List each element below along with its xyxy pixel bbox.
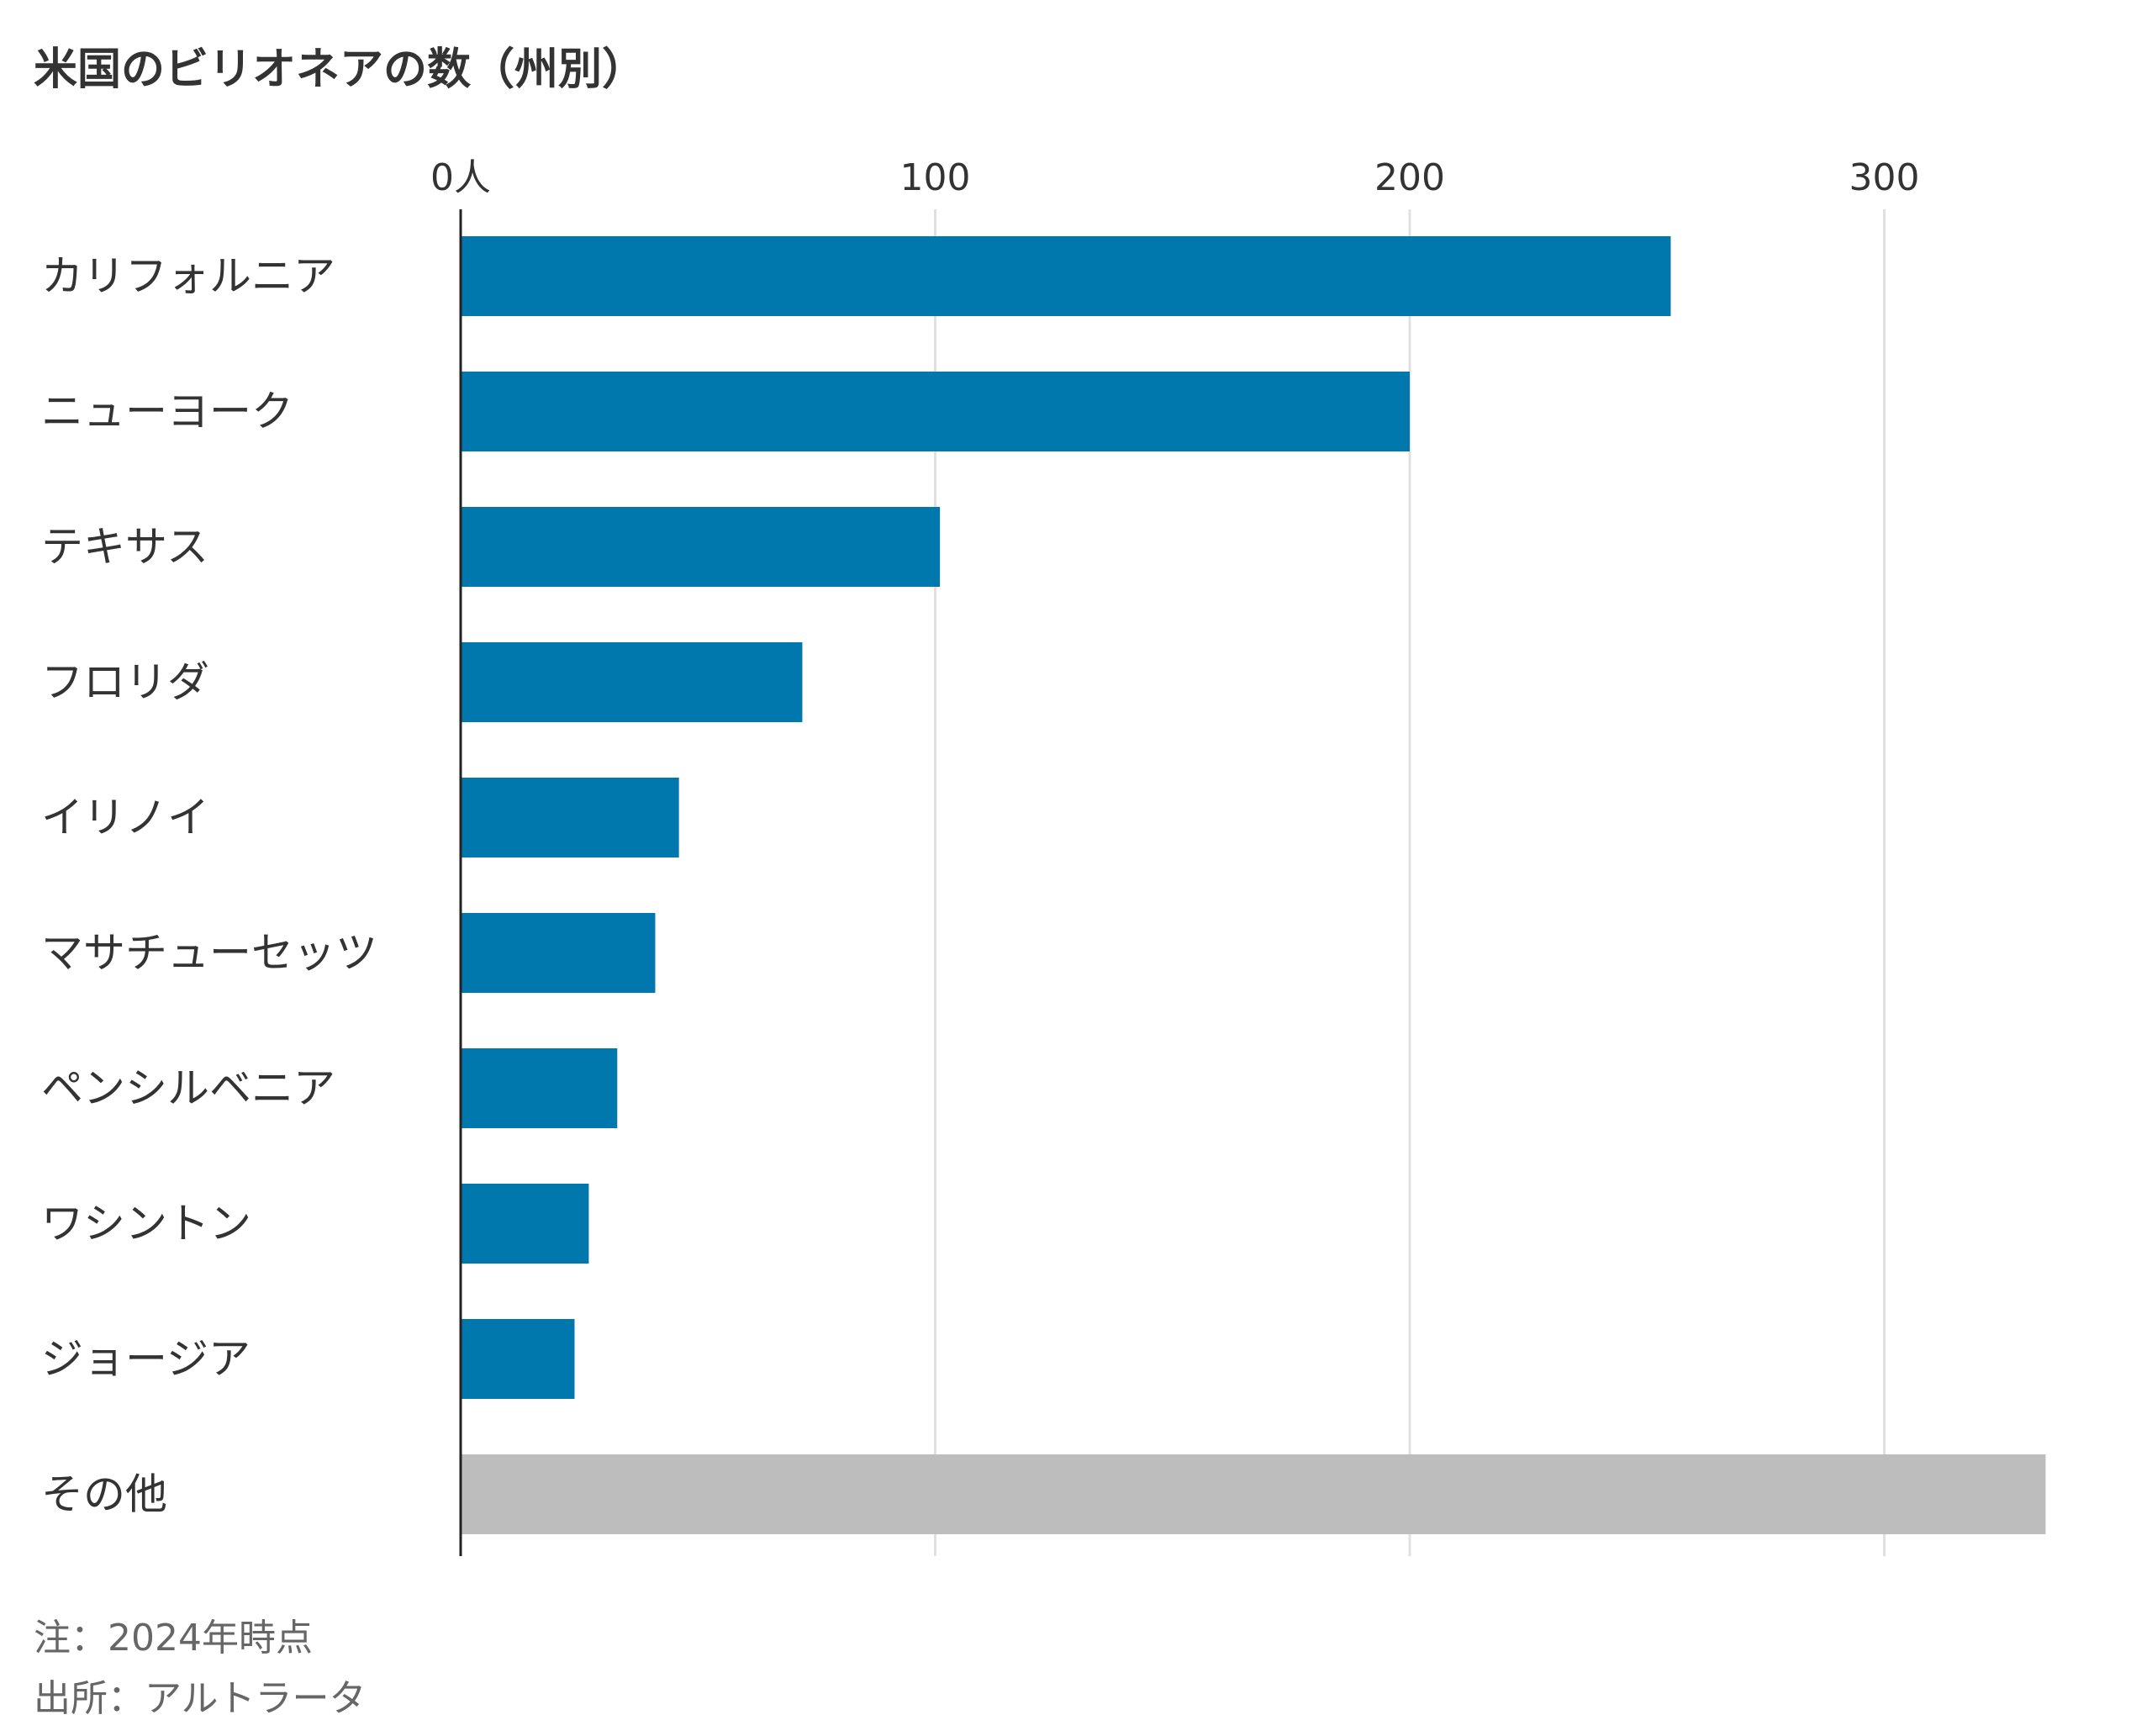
- bar: [461, 778, 679, 857]
- bar: [461, 913, 656, 993]
- x-tick-label: 0人: [430, 156, 491, 199]
- category-label: カリフォルニア: [41, 252, 335, 301]
- bar: [461, 642, 803, 722]
- bar: [461, 236, 1671, 316]
- x-tick-label: 300: [1849, 156, 1920, 199]
- category-label: ペンシルベニア: [41, 1064, 335, 1113]
- bar: [461, 1184, 589, 1264]
- category-label: ワシントン: [41, 1200, 251, 1248]
- x-tick-label: 200: [1374, 156, 1445, 199]
- category-label: テキサス: [41, 523, 208, 572]
- x-tick-label: 100: [900, 156, 971, 199]
- bar: [461, 1048, 618, 1128]
- category-label: マサチューセッツ: [41, 929, 377, 978]
- category-label: ジョージア: [41, 1335, 251, 1384]
- footnote: 注：2024年時点: [34, 1617, 313, 1659]
- chart-title: 米国のビリオネアの数（州別）: [34, 45, 646, 95]
- bar: [461, 372, 1410, 451]
- category-label: その他: [41, 1470, 167, 1519]
- category-label: ニューヨーク: [41, 388, 293, 436]
- bar: [461, 1319, 575, 1399]
- category-label: イリノイ: [41, 794, 209, 842]
- source-note: 出所：アルトラータ: [34, 1677, 367, 1720]
- bar: [461, 507, 941, 587]
- category-label: フロリダ: [41, 658, 209, 707]
- bar: [461, 1454, 2046, 1534]
